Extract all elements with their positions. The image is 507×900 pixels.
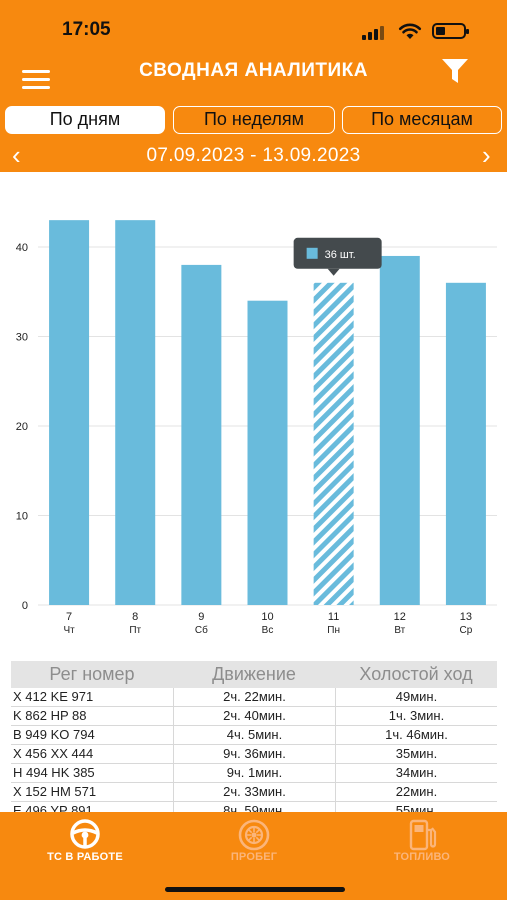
steering-wheel-icon [70,819,100,849]
reg-number-cell: X 456 XX 444 [13,746,94,761]
y-tick-label: 20 [16,421,28,433]
top-bar: 17:05 СВОДНАЯ АНАЛИТИКА По дням По недел… [0,0,507,172]
reg-number-cell: X 412 KE 971 [13,689,94,704]
tab-mileage[interactable]: ПРОБЕГ [184,812,324,882]
movement-cell: 2ч. 40мин. [173,707,335,725]
x-tick-label: 13 [460,611,472,623]
movement-cell: 9ч. 36мин. [173,745,335,763]
prev-period-button[interactable]: ‹ [12,140,21,170]
x-tick-label: 9 [198,611,204,623]
x-tick-label: 8 [132,611,138,623]
status-icons [362,22,472,40]
movement-cell: 9ч. 1мин. [173,764,335,782]
fuel-pump-icon [409,819,437,851]
tab-fuel[interactable]: ТОПЛИВО [352,812,492,882]
next-period-button[interactable]: › [482,140,491,170]
bar [181,264,222,605]
bar [49,220,90,605]
tooltip-label: 36 шт. [325,249,356,261]
x-tick-weekday-label: Ср [460,625,473,636]
col-header-movement: Движение [212,664,296,684]
bar [445,282,486,605]
movement-cell: 2ч. 33мин. [173,783,335,801]
table-row[interactable]: K 862 HP 88 2ч. 40мин. 1ч. 3мин. [11,707,497,726]
idle-cell: 49мин. [335,688,497,706]
table-row[interactable]: H 494 HK 385 9ч. 1мин. 34мин. [11,764,497,783]
reg-number-cell: H 494 HK 385 [13,765,95,780]
table-row[interactable]: X 412 KE 971 2ч. 22мин. 49мин. [11,688,497,707]
reg-number-cell: X 152 HM 571 [13,784,97,799]
tooltip-box [293,237,382,269]
col-header-idle: Холостой ход [359,664,473,684]
y-tick-label: 0 [22,600,28,612]
x-tick-label: 7 [66,611,72,623]
date-range: 07.09.2023 - 13.09.2023 [146,145,361,166]
idle-cell: 1ч. 46мин. [335,726,497,744]
tab-vehicles-at-work[interactable]: ТС В РАБОТЕ [15,812,155,882]
bottom-tab-bar: ТС В РАБОТЕ ПРОБЕГ ТОПЛИВО [0,812,507,900]
x-tick-weekday-label: Вт [394,625,405,636]
tab-label: ТС В РАБОТЕ [47,851,123,863]
bar [313,282,354,605]
bar [247,300,288,605]
tire-icon [238,819,270,851]
battery-icon [432,23,469,39]
table-row[interactable]: X 152 HM 571 2ч. 33мин. 22мин. [11,783,497,802]
menu-button[interactable] [22,70,50,90]
page-title: СВОДНАЯ АНАЛИТИКА [139,60,368,81]
reg-number-cell: B 949 KO 794 [13,727,95,742]
x-tick-weekday-label: Вс [262,625,274,636]
tab-by-weeks[interactable]: По неделям [173,106,335,134]
y-tick-label: 10 [16,511,28,523]
x-tick-label: 10 [261,611,273,623]
cellular-signal-icon [362,24,386,40]
bar [379,255,420,605]
idle-cell: 22мин. [335,783,497,801]
movement-cell: 2ч. 22мин. [173,688,335,706]
home-indicator [165,887,345,892]
tab-by-days[interactable]: По дням [5,106,165,134]
wifi-icon [398,23,422,39]
tooltip-pointer [327,268,340,276]
x-tick-weekday-label: Пт [129,625,141,636]
x-tick-weekday-label: Чт [63,625,75,636]
vehicle-table: Рег номер Движение Холостой ход X 412 KE… [11,661,497,821]
y-tick-label: 30 [16,332,28,344]
tab-label: ТОПЛИВО [393,851,451,863]
bar-chart: 0 10 20 30 40 7 Чт 8 Пт 9 Сб 10 Вс 11 Пн 12 Вт 13 Ср 36 шт… [0,172,507,650]
idle-cell: 35мин. [335,745,497,763]
idle-cell: 1ч. 3мин. [335,707,497,725]
filter-icon[interactable] [441,58,469,84]
x-tick-label: 11 [328,611,339,623]
movement-cell: 4ч. 5мин. [173,726,335,744]
y-tick-label: 40 [16,242,28,254]
table-header: Рег номер Движение Холостой ход [11,661,497,688]
chart-svg: 0 10 20 30 40 7 Чт 8 Пт 9Сб 10 Вс 11 Пн 12 Вт 13 Ср 36 шт… [16,220,497,636]
reg-number-cell: K 862 HP 88 [13,708,87,723]
x-tick-weekday-label: Пн [327,625,340,636]
x-tick-weekday-label: Сб [195,624,208,636]
tab-by-months[interactable]: По месяцам [342,106,502,134]
bar [115,220,156,605]
x-tick-label: 12 [394,611,406,623]
status-time: 17:05 [62,19,111,40]
idle-cell: 34мин. [335,764,497,782]
tooltip-swatch [306,247,318,259]
col-header-reg-number: Рег номер [49,664,135,684]
table-row[interactable]: B 949 KO 794 4ч. 5мин. 1ч. 46мин. [11,726,497,745]
table-row[interactable]: X 456 XX 444 9ч. 36мин. 35мин. [11,745,497,764]
tab-label: ПРОБЕГ [230,851,278,863]
